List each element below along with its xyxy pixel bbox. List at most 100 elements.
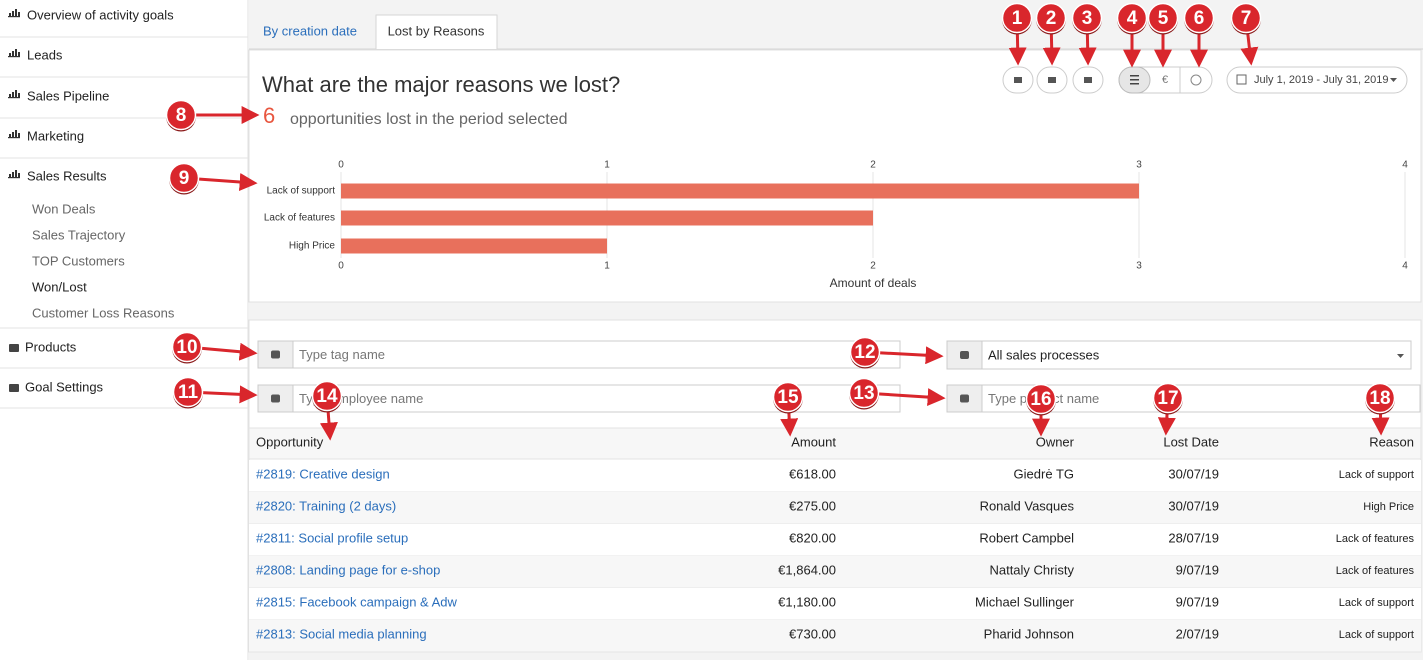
nav-item[interactable]: Products bbox=[25, 339, 77, 354]
nav-subitem[interactable]: Customer Loss Reasons bbox=[32, 305, 175, 320]
button-icon bbox=[1084, 77, 1092, 83]
x-tick-label: 2 bbox=[870, 261, 876, 272]
table-row bbox=[249, 556, 1421, 588]
tab-active[interactable]: Lost by Reasons bbox=[388, 23, 485, 38]
column-header[interactable]: Opportunity bbox=[256, 434, 324, 449]
annotation-badge bbox=[1152, 382, 1184, 414]
y-tick-label: Lack of support bbox=[267, 186, 336, 197]
x-axis-title: Amount of deals bbox=[830, 276, 917, 290]
nav-subitem[interactable]: Sales Trajectory bbox=[32, 227, 126, 242]
annotation-number: 7 bbox=[1241, 8, 1252, 29]
annotation-badge bbox=[849, 336, 881, 368]
nav-subitem[interactable]: Won/Lost bbox=[32, 279, 87, 294]
sales-process-select-text: All sales processes bbox=[988, 347, 1100, 362]
owner: Michael Sullinger bbox=[975, 594, 1075, 609]
nav-icon bbox=[12, 172, 14, 177]
x-tick-label: 3 bbox=[1136, 261, 1142, 272]
nav-icon bbox=[9, 174, 11, 177]
nav-icon bbox=[9, 13, 11, 16]
nav-icon bbox=[12, 132, 14, 137]
opportunity-link[interactable]: #2813: Social media planning bbox=[256, 626, 427, 641]
x-tick-label: 1 bbox=[604, 261, 610, 272]
nav-item[interactable]: Leads bbox=[27, 47, 63, 62]
annotation-number: 3 bbox=[1082, 8, 1093, 29]
opportunity-link[interactable]: #2808: Landing page for e-shop bbox=[256, 562, 440, 577]
x-tick-label: 0 bbox=[338, 261, 344, 272]
owner: Giedrė TG bbox=[1014, 466, 1074, 481]
owner: Pharid Johnson bbox=[984, 626, 1074, 641]
annotation-badge bbox=[1183, 2, 1215, 34]
nav-icon bbox=[18, 133, 20, 137]
button-icon bbox=[1130, 83, 1139, 85]
x-tick-label-top: 1 bbox=[604, 160, 610, 171]
dropdown-caret bbox=[1390, 78, 1397, 82]
nav-icon bbox=[12, 92, 14, 97]
column-header[interactable]: Owner bbox=[1036, 434, 1075, 449]
addon-icon bbox=[271, 350, 280, 359]
column-header[interactable]: Amount bbox=[791, 434, 836, 449]
annotation-number: 9 bbox=[179, 168, 190, 189]
sales-process-select[interactable] bbox=[946, 340, 1412, 370]
x-tick-label-top: 2 bbox=[870, 160, 876, 171]
amount: €820.00 bbox=[789, 530, 836, 545]
lost-count: 6 bbox=[263, 103, 275, 128]
annotation-badge bbox=[1025, 383, 1057, 415]
annotation-number: 13 bbox=[853, 383, 874, 404]
annotation-number: 15 bbox=[777, 387, 799, 408]
opportunity-link[interactable]: #2815: Facebook campaign & Adw bbox=[256, 594, 458, 609]
owner: Nattaly Christy bbox=[989, 562, 1074, 577]
annotation-badge bbox=[1147, 2, 1179, 34]
annotation-badge bbox=[1364, 382, 1396, 414]
opportunity-link[interactable]: #2811: Social profile setup bbox=[256, 530, 408, 545]
tab[interactable]: By creation date bbox=[263, 23, 357, 38]
reason: Lack of features bbox=[1336, 565, 1415, 577]
nav-icon bbox=[8, 16, 20, 18]
nav-icon bbox=[8, 137, 20, 139]
addon-icon bbox=[960, 394, 969, 403]
nav-icon bbox=[15, 90, 17, 97]
nav-item[interactable]: Sales Pipeline bbox=[27, 88, 109, 103]
annotation-badge bbox=[165, 99, 197, 131]
column-header[interactable]: Lost Date bbox=[1163, 434, 1219, 449]
annotation-badge bbox=[1230, 2, 1262, 34]
opportunity-link[interactable]: #2819: Creative design bbox=[256, 466, 390, 481]
nav-subitem[interactable]: TOP Customers bbox=[32, 253, 125, 268]
y-tick-label: High Price bbox=[289, 241, 336, 252]
table-header bbox=[248, 427, 1422, 460]
annotation-badge bbox=[168, 162, 200, 194]
annotation-badge bbox=[171, 331, 203, 363]
date-range: July 1, 2019 - July 31, 2019 bbox=[1254, 74, 1389, 86]
nav-subitem[interactable]: Won Deals bbox=[32, 201, 96, 216]
panel-title: What are the major reasons we lost? bbox=[262, 72, 620, 97]
nav-item[interactable]: Sales Results bbox=[27, 168, 107, 183]
lost-text: opportunities lost in the period selecte… bbox=[290, 111, 568, 128]
button-icon bbox=[1014, 77, 1022, 83]
reason: Lack of support bbox=[1339, 469, 1414, 481]
nav-icon bbox=[9, 94, 11, 97]
annotation-badge bbox=[772, 381, 804, 413]
nav-item[interactable]: Goal Settings bbox=[25, 379, 104, 394]
active-tab bbox=[375, 14, 498, 49]
column-header[interactable]: Reason bbox=[1369, 434, 1414, 449]
x-tick-label-top: 0 bbox=[338, 160, 344, 171]
x-tick-label-top: 4 bbox=[1402, 160, 1408, 171]
nav-icon bbox=[9, 384, 19, 392]
y-tick-label: Lack of features bbox=[264, 213, 335, 224]
annotation-number: 12 bbox=[854, 342, 875, 363]
amount: €1,180.00 bbox=[778, 594, 836, 609]
nav-item[interactable]: Overview of activity goals bbox=[27, 7, 174, 22]
opportunity-link[interactable]: #2820: Training (2 days) bbox=[256, 498, 396, 513]
nav-item[interactable]: Marketing bbox=[27, 128, 84, 143]
nav-icon bbox=[9, 344, 19, 352]
date-range-picker[interactable] bbox=[1226, 66, 1408, 94]
annotation-number: 14 bbox=[316, 386, 338, 407]
annotation-badge bbox=[848, 377, 880, 409]
currency-view-button[interactable]: € bbox=[1162, 74, 1168, 86]
lost-date: 9/07/19 bbox=[1176, 562, 1219, 577]
annotation-badge bbox=[1071, 2, 1103, 34]
annotation-number: 10 bbox=[176, 337, 197, 358]
addon-icon bbox=[960, 351, 969, 359]
annotation-badge bbox=[1116, 2, 1148, 34]
annotation-badge bbox=[172, 376, 204, 408]
x-tick-label-top: 3 bbox=[1136, 160, 1142, 171]
